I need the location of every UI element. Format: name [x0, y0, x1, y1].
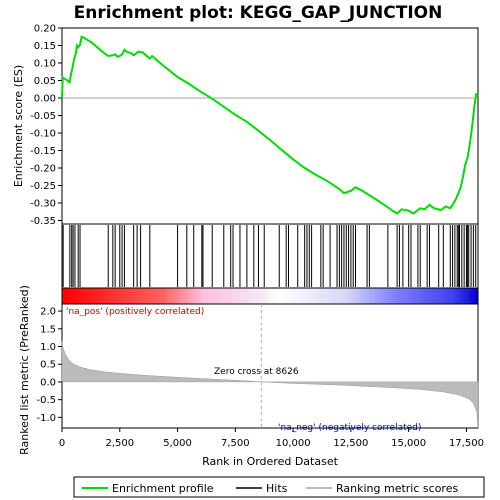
chart-title: Enrichment plot: KEGG_GAP_JUNCTION — [74, 3, 443, 23]
hits-panel — [61, 223, 479, 305]
x-tick-label: 12,500 — [333, 438, 368, 449]
metric-y-tick-label: -1.0 — [36, 413, 56, 424]
es-y-tick-label: 0.10 — [34, 59, 56, 70]
es-y-tick-label: -0.15 — [30, 146, 56, 157]
es-y-tick-label: -0.10 — [30, 129, 56, 140]
es-panel: 0.20 0.15 0.10 0.05 0.00 -0.05 -0.10 -0.15 -0.20… — [12, 24, 479, 227]
legend-enrichment-label: Enrichment profile — [112, 482, 214, 495]
metric-y-tick-label: -0.5 — [36, 395, 56, 406]
es-y-tick-label: 0.00 — [34, 94, 56, 105]
enrichment-profile-line — [61, 35, 479, 215]
metric-y-tick-label: 1.5 — [40, 324, 56, 335]
es-y-tick-label: -0.30 — [30, 199, 56, 210]
legend-hits-label: Hits — [266, 482, 288, 495]
es-y-axis: 0.20 0.15 0.10 0.05 0.00 -0.05 -0.10 -0.15 -0.20… — [30, 24, 62, 227]
metric-y-label: Ranked list metric (PreRanked) — [18, 285, 31, 455]
x-tick-label: 15,000 — [391, 438, 426, 449]
pos-label: 'na_pos' (positively correlated) — [66, 307, 204, 317]
rank-gradient-bar — [61, 287, 479, 305]
legend-metric-label: Ranking metric scores — [336, 482, 458, 495]
metric-y-tick-label: 0.0 — [40, 377, 56, 388]
es-y-tick-label: -0.05 — [30, 111, 56, 122]
x-tick-label: 7,500 — [221, 438, 250, 449]
es-y-tick-label: -0.20 — [30, 164, 56, 175]
zero-cross-label: Zero cross at 8626 — [214, 367, 299, 377]
es-panel-frame — [61, 27, 479, 225]
x-tick-label: 5,000 — [163, 438, 192, 449]
neg-label: 'na_neg' (negatively correlated) — [278, 423, 421, 433]
metric-panel: 2.0 1.5 1.0 0.5 0.0 -0.5 -1.0 'na_pos' (positi… — [18, 285, 479, 455]
hit-markers — [62, 225, 477, 287]
x-tick-label: 0 — [59, 438, 65, 449]
es-y-tick-label: -0.25 — [30, 181, 56, 192]
x-tick-label: 2,500 — [105, 438, 134, 449]
metric-y-tick-label: 1.0 — [40, 342, 56, 353]
x-axis: 0 2,500 5,000 7,500 10,000 12,500 15,000 17,500 — [59, 428, 484, 449]
es-y-tick-label: 0.05 — [34, 76, 56, 87]
legend: Enrichment profile Hits Ranking metric s… — [73, 476, 485, 498]
metric-y-axis: 2.0 1.5 1.0 0.5 0.0 -0.5 -1.0 — [36, 307, 62, 424]
metric-y-tick-label: 0.5 — [40, 360, 56, 371]
x-tick-label: 10,000 — [276, 438, 311, 449]
es-y-tick-label: 0.20 — [34, 24, 56, 35]
x-tick-label: 17,500 — [449, 438, 484, 449]
legend-frame — [73, 476, 485, 498]
es-y-tick-label: -0.35 — [30, 216, 56, 227]
es-y-label: Enrichment score (ES) — [12, 65, 25, 187]
metric-y-tick-label: 2.0 — [40, 307, 56, 318]
metric-panel-frame — [61, 303, 479, 429]
es-y-tick-label: 0.15 — [34, 41, 56, 52]
x-axis-label: Rank in Ordered Dataset — [202, 455, 339, 468]
ranking-metric-area — [61, 341, 479, 429]
